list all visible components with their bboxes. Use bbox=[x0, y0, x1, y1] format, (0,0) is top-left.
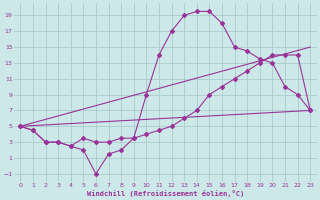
X-axis label: Windchill (Refroidissement éolien,°C): Windchill (Refroidissement éolien,°C) bbox=[87, 190, 244, 197]
